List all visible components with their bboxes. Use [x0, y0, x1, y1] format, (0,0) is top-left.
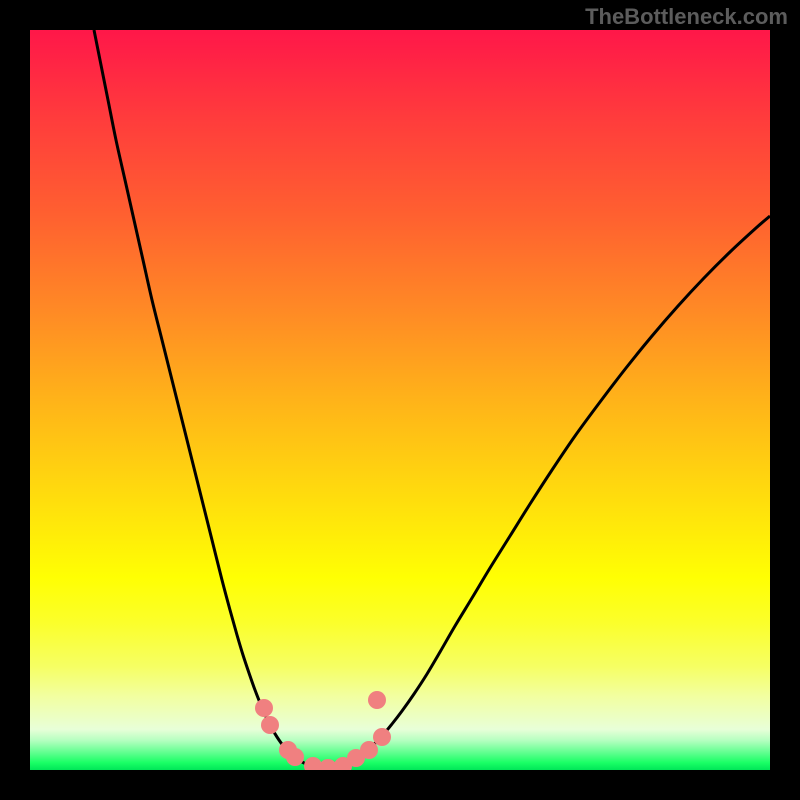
data-marker: [286, 748, 304, 766]
plot-area: [30, 30, 770, 770]
bottleneck-curve: [94, 30, 770, 768]
curve-layer: [30, 30, 770, 770]
watermark-text: TheBottleneck.com: [585, 4, 788, 30]
data-marker: [368, 691, 386, 709]
data-marker: [360, 741, 378, 759]
data-marker: [255, 699, 273, 717]
data-marker: [373, 728, 391, 746]
data-markers: [255, 691, 391, 770]
data-marker: [261, 716, 279, 734]
